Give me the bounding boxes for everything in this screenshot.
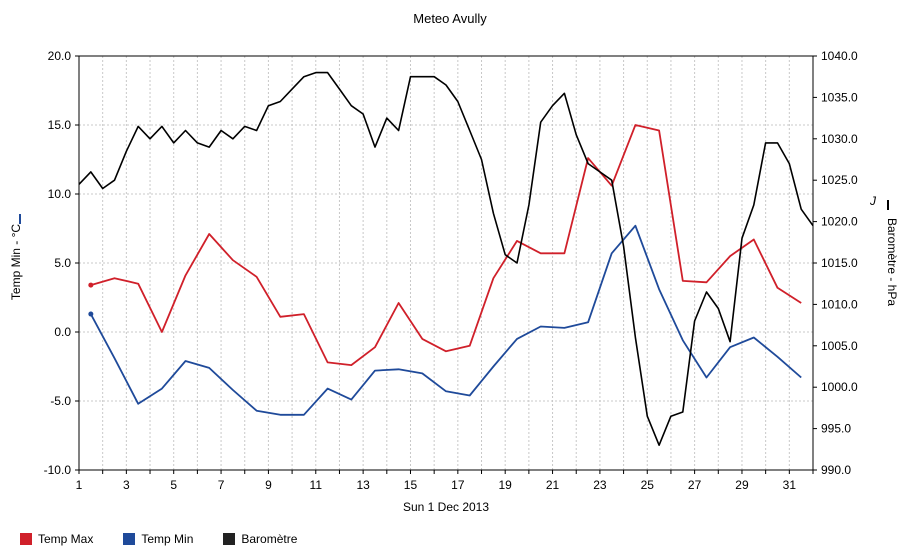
x-axis-title: Sun 1 Dec 2013 xyxy=(403,500,489,514)
x-tick-label: 15 xyxy=(404,478,418,492)
y-left-tick-label: 5.0 xyxy=(54,256,71,270)
chart-title: Meteo Avully xyxy=(413,11,487,26)
axes: 1 3 5 7 9 11 13 15 17 19 21 23 25 27 29 31-10.0-5.00.05… xyxy=(44,49,858,492)
y-right-tick-label: 1040.0 xyxy=(821,49,858,63)
x-tick-label: 11 xyxy=(310,478,323,492)
x-tick-label: 21 xyxy=(546,478,560,492)
plot-frame xyxy=(78,55,814,471)
y-right-tick-label: 1015.0 xyxy=(821,256,858,270)
y-left-tick-label: -5.0 xyxy=(50,394,71,408)
legend-item-temp-min: Temp Min xyxy=(123,532,193,546)
x-tick-label: 1 xyxy=(76,478,83,492)
y-axis-right-title: Baromètre - hPa xyxy=(885,218,899,306)
legend-swatch-black xyxy=(223,533,236,545)
series-start-point-temp-min xyxy=(88,311,94,317)
series-line-barom-tre xyxy=(78,71,814,447)
x-tick-label: 17 xyxy=(451,478,465,492)
legend-label: Baromètre xyxy=(241,532,298,546)
legend-label: Temp Max xyxy=(38,532,94,546)
y-left-tick-label: 0.0 xyxy=(54,325,71,339)
x-tick-label: 13 xyxy=(356,478,370,492)
y-left-tick-label: 10.0 xyxy=(48,187,72,201)
x-tick-label: 19 xyxy=(499,478,513,492)
x-tick-label: 3 xyxy=(123,478,130,492)
y-right-tick-label: 1030.0 xyxy=(821,132,858,146)
x-tick-label: 25 xyxy=(641,478,655,492)
y-left-tick-label: 15.0 xyxy=(48,118,72,132)
y-right-tick-label: 1010.0 xyxy=(821,297,858,311)
y-right-tick-label: 1020.0 xyxy=(821,215,858,229)
x-tick-label: 9 xyxy=(265,478,272,492)
legend: Temp Max Temp Min Baromètre xyxy=(20,532,327,546)
series-start-point-temp-max xyxy=(88,282,94,288)
y-right-tick-label: 1035.0 xyxy=(821,90,858,104)
y-right-tick-label: 995.0 xyxy=(821,422,851,436)
x-tick-label: 5 xyxy=(170,478,177,492)
legend-swatch-blue xyxy=(123,533,136,545)
y-right-tick-label: 1005.0 xyxy=(821,339,858,353)
series-layer xyxy=(78,71,814,447)
legend-item-temp-max: Temp Max xyxy=(20,532,93,546)
y-right-tick-label: 1025.0 xyxy=(821,173,858,187)
y-axis-left-title: Temp Min - °C xyxy=(9,224,23,300)
legend-item-barometre: Baromètre xyxy=(223,532,297,546)
y-left-tick-label: 20.0 xyxy=(48,49,72,63)
x-tick-label: 23 xyxy=(593,478,607,492)
right-axis-marker: J xyxy=(869,194,877,208)
x-tick-label: 27 xyxy=(688,478,702,492)
y-right-tick-label: 990.0 xyxy=(821,463,851,477)
y-right-tick-label: 1000.0 xyxy=(821,380,858,394)
legend-label: Temp Min xyxy=(141,532,194,546)
series-line-temp-min xyxy=(90,224,802,416)
grid xyxy=(78,55,814,471)
x-tick-label: 7 xyxy=(218,478,225,492)
y-left-tick-label: -10.0 xyxy=(44,463,72,477)
legend-swatch-red xyxy=(20,533,32,545)
x-tick-label: 29 xyxy=(735,478,749,492)
x-tick-label: 31 xyxy=(783,478,797,492)
series-line-temp-max xyxy=(90,124,802,367)
